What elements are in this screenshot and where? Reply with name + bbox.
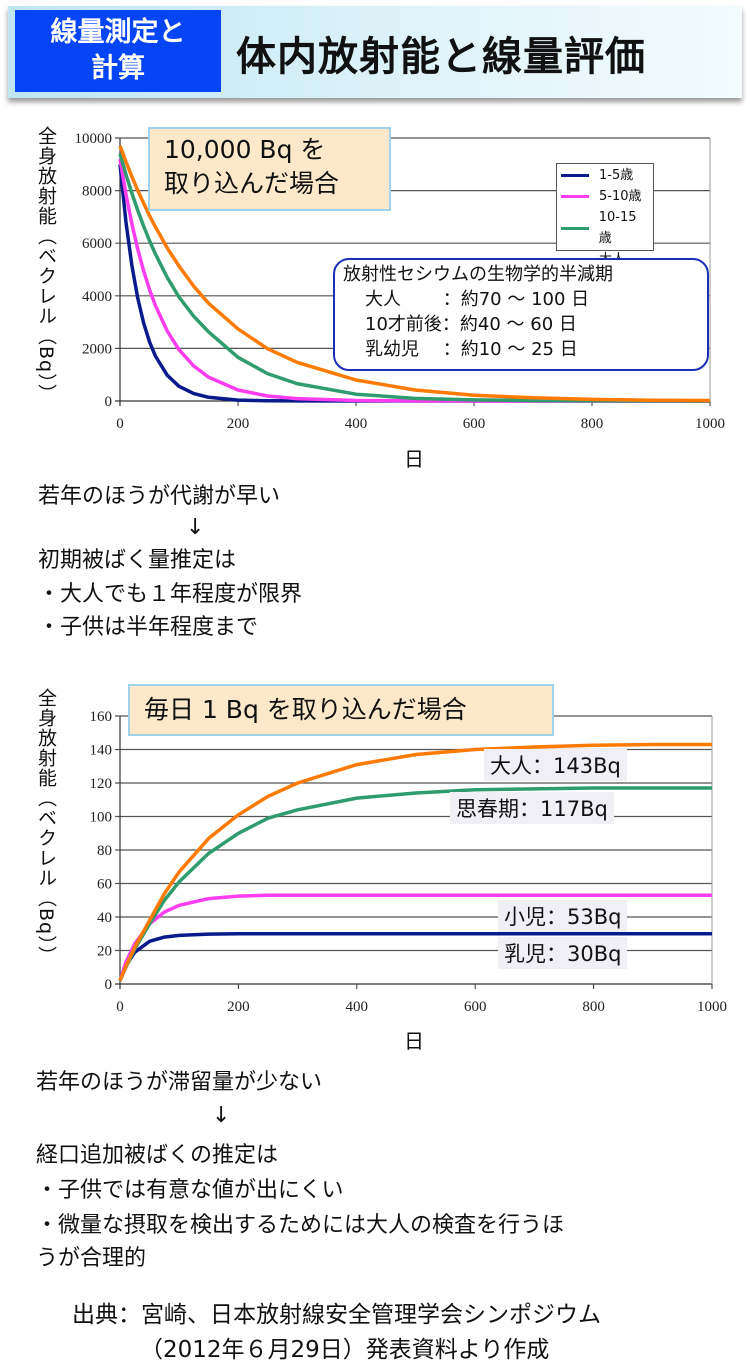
halflife-row: 乳幼児 ：約10 ～ 25 日 bbox=[365, 339, 578, 360]
x-tick-label: 600 bbox=[464, 999, 487, 1015]
legend-label: 10-15歳 bbox=[598, 210, 637, 246]
label-adult: 大人：143Bq bbox=[484, 749, 627, 781]
arrow-down-icon: ↓ bbox=[186, 515, 205, 540]
x-tick-label: 800 bbox=[582, 999, 605, 1015]
y-tick-label: 120 bbox=[90, 776, 113, 792]
series-line-10-15歳 bbox=[118, 153, 711, 403]
y-tick-label: 140 bbox=[90, 743, 113, 759]
note-line: 10,000 Bq を bbox=[164, 135, 326, 164]
x-tick-label: 600 bbox=[463, 416, 486, 432]
y-tick-label: 0 bbox=[105, 394, 113, 410]
chart2-xlabel: 日 bbox=[404, 1029, 424, 1053]
text2-line2: 経口追加被ばくの推定は bbox=[36, 1143, 279, 1168]
x-tick-label: 1000 bbox=[695, 416, 725, 432]
legend-label: 1-5歳 bbox=[599, 168, 634, 183]
halflife-row: 大人 ：約70 ～ 100 日 bbox=[365, 289, 590, 310]
label-child: 小児：53Bq bbox=[498, 900, 628, 932]
legend-item: 1-5歳 bbox=[561, 165, 649, 186]
text2-line3: ・子供では有意な値が出にくい bbox=[36, 1178, 344, 1203]
x-tick-label: 0 bbox=[116, 999, 124, 1015]
chart1-ylabel: 全身放射能（ベクレル（Bq）） bbox=[35, 126, 57, 404]
halflife-row: 10才前後：約40 ～ 60 日 bbox=[365, 314, 577, 335]
y-tick-label: 0 bbox=[105, 977, 113, 993]
y-tick-label: 100 bbox=[90, 810, 113, 826]
chart1-legend: 1-5歳 5-10歳 10-15歳 大人 bbox=[556, 163, 654, 267]
chart2-ylabel: 全身放射能（ベクレル（Bq）） bbox=[35, 688, 57, 966]
legend-swatch bbox=[561, 226, 589, 230]
legend-item: 10-15歳 bbox=[561, 207, 649, 249]
y-tick-label: 4000 bbox=[82, 289, 112, 305]
citation-line2: （2012年６月29日）発表資料より作成 bbox=[140, 1337, 550, 1363]
chart-accumulation: 0 20 40 60 80 100 120 140 160 0 200 400 600 800 1000 bbox=[90, 709, 728, 1015]
chart1-note: 10,000 Bq を 取り込んだ場合 bbox=[148, 127, 391, 211]
legend-item: 5-10歳 bbox=[561, 186, 649, 207]
section-badge: 線量測定と 計算 bbox=[15, 10, 221, 92]
x-tick-label: 400 bbox=[345, 416, 368, 432]
y-tick-label: 40 bbox=[97, 910, 112, 926]
y-tick-label: 2000 bbox=[82, 341, 112, 357]
legend-swatch bbox=[561, 195, 589, 198]
series-line-大人 bbox=[118, 742, 712, 982]
citation-line1: 出典：宮崎、日本放射線安全管理学会シンポジウム bbox=[72, 1302, 601, 1328]
text1-line1: 若年のほうが代謝が早い bbox=[38, 484, 281, 509]
chart1-xlabel: 日 bbox=[404, 447, 424, 471]
text2-line5: うが合理的 bbox=[36, 1246, 147, 1271]
text2-line4: ・微量な摂取を検出するためには大人の検査を行うほ bbox=[36, 1213, 565, 1238]
x-tick-label: 400 bbox=[346, 999, 369, 1015]
y-tick-label: 10000 bbox=[75, 131, 113, 147]
x-tick-label: 200 bbox=[227, 416, 250, 432]
x-tick-label: 1000 bbox=[697, 999, 727, 1015]
series-line-乳児 bbox=[118, 932, 712, 982]
y-tick-label: 160 bbox=[90, 709, 113, 725]
y-tick-label: 8000 bbox=[82, 184, 112, 200]
page-title: 体内放射能と線量評価 bbox=[236, 34, 646, 80]
text1-line4: ・子供は半年程度まで bbox=[38, 615, 259, 640]
x-tick-label: 200 bbox=[227, 999, 250, 1015]
x-tick-label: 0 bbox=[116, 416, 124, 432]
y-tick-label: 20 bbox=[97, 944, 112, 960]
series-line-大人 bbox=[118, 145, 711, 403]
y-tick-label: 80 bbox=[97, 843, 112, 859]
header-banner: 線量測定と計算 体内放射能と線量評価 bbox=[8, 6, 742, 98]
chart2-note: 毎日 1 Bq を取り込んだ場合 bbox=[128, 684, 554, 736]
label-infant: 乳児：30Bq bbox=[498, 937, 628, 969]
x-tick-label: 800 bbox=[581, 416, 604, 432]
text2-line1: 若年のほうが滞留量が少ない bbox=[36, 1070, 323, 1095]
legend-swatch bbox=[561, 174, 589, 177]
legend-label: 5-10歳 bbox=[599, 189, 642, 204]
arrow-down-icon: ↓ bbox=[212, 1103, 231, 1128]
badge-line1: 線量測定と bbox=[50, 17, 186, 48]
halflife-title: 放射性セシウムの生物学的半減期 bbox=[343, 264, 613, 285]
label-adolescent: 思春期：117Bq bbox=[450, 792, 614, 824]
badge-line2: 計算 bbox=[91, 53, 145, 84]
text1-line2: 初期被ばく量推定は bbox=[38, 548, 237, 573]
text1-line3: ・大人でも１年程度が限界 bbox=[38, 582, 303, 607]
note-line: 取り込んだ場合 bbox=[164, 169, 340, 198]
halflife-box: 放射性セシウムの生物学的半減期 大人 ：約70 ～ 100 日 10才前後：約4… bbox=[333, 258, 709, 371]
y-tick-label: 6000 bbox=[82, 236, 112, 252]
y-tick-label: 60 bbox=[97, 877, 112, 893]
